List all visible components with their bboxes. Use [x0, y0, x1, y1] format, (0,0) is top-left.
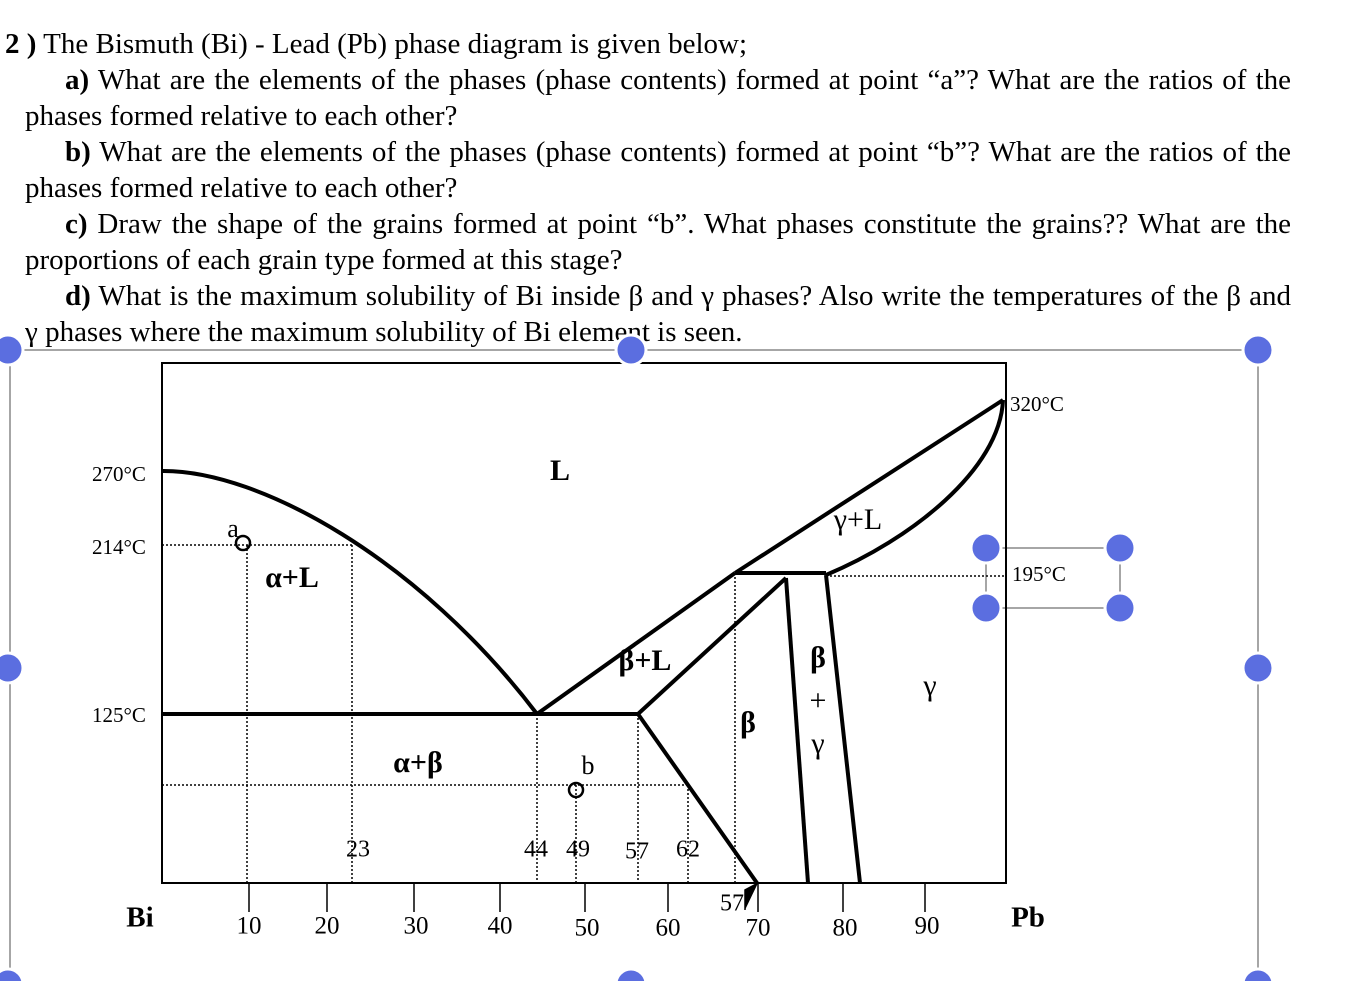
temp-label: 195°C [1012, 562, 1066, 586]
region-label: γ [922, 669, 936, 702]
point-label: b [582, 751, 595, 780]
composition-label: 57 [625, 839, 649, 865]
point-label: a [227, 514, 239, 543]
axis-label: 60 [656, 915, 681, 942]
composition-label: 49 [566, 837, 590, 863]
composition-label: 57 [720, 891, 744, 917]
part: b) What are the elements of the phases (… [5, 134, 1291, 206]
region-label: γ [810, 727, 824, 760]
element-label: Bi [126, 902, 153, 934]
handle[interactable] [614, 333, 648, 367]
element-label: Pb [1011, 902, 1045, 934]
axis-label: 90 [915, 913, 940, 940]
part-label: a) [65, 64, 90, 96]
temp-label: 320°C [1010, 392, 1064, 416]
region-label: L [550, 454, 570, 487]
point-a [234, 534, 252, 552]
axis-label: 70 [746, 915, 771, 942]
part-label: c) [65, 208, 88, 240]
part-text: What are the elements of the phases (pha… [25, 136, 1292, 204]
handle[interactable] [969, 591, 1003, 625]
handle[interactable] [1241, 651, 1275, 685]
handle[interactable] [0, 651, 25, 685]
element-labels: Bi Pb [126, 902, 1045, 934]
handle[interactable] [0, 333, 25, 367]
plot-frame [161, 362, 1007, 884]
handle[interactable] [1103, 531, 1137, 565]
region-label: β+L [619, 644, 672, 677]
temp-label: 125°C [92, 703, 146, 727]
region-label: β [810, 641, 826, 674]
part-text: What are the elements of the phases (pha… [25, 64, 1292, 132]
intro-text: The Bismuth (Bi) - Lead (Pb) phase diagr… [43, 28, 748, 60]
region-label: + [810, 684, 827, 717]
temp-label: 214°C [92, 535, 146, 559]
question-intro: 2 ) The Bismuth (Bi) - Lead (Pb) phase d… [5, 26, 1291, 62]
part-label: b) [65, 136, 91, 168]
part-label: d) [65, 280, 91, 312]
temp-label: 270°C [92, 462, 146, 486]
part-text: Draw the shape of the grains formed at p… [25, 208, 1292, 276]
composition-label: 23 [346, 837, 370, 863]
region-label: α+β [393, 746, 443, 779]
region-label: β [740, 706, 756, 739]
region-labels: L γ+L α+L β+L β + γ β γ α+β [265, 454, 937, 779]
axis-labels: 10 20 30 40 50 60 70 80 90 [237, 913, 940, 942]
composition-labels: 23 44 49 57 62 57 [346, 837, 744, 917]
axis-label: 20 [315, 913, 340, 940]
handle[interactable] [969, 531, 1003, 565]
handle[interactable] [0, 967, 25, 981]
part-text: What is the maximum solubility of Bi ins… [25, 280, 1291, 348]
axis-ticks [248, 882, 926, 912]
handle[interactable] [1241, 333, 1275, 367]
selection-handles[interactable] [0, 333, 1275, 981]
axis-label: 30 [404, 913, 429, 940]
part: d) What is the maximum solubility of Bi … [5, 278, 1291, 350]
handle[interactable] [1241, 967, 1275, 981]
axis-label: 10 [237, 913, 262, 940]
region-label: γ+L [833, 503, 883, 536]
axis-label: 50 [575, 915, 600, 942]
point-b [567, 781, 585, 799]
point-labels: a b [227, 514, 594, 780]
part: a) What are the elements of the phases (… [5, 62, 1291, 134]
axis-label: 80 [833, 915, 858, 942]
composition-label: 62 [676, 837, 700, 863]
question-number: 2 ) [5, 28, 37, 60]
phase-boundaries [161, 398, 1005, 885]
temperature-labels: 270°C 214°C 125°C 320°C 195°C [92, 392, 1066, 727]
handle[interactable] [1103, 591, 1137, 625]
axis-label: 40 [488, 913, 513, 940]
question: 2 ) The Bismuth (Bi) - Lead (Pb) phase d… [5, 26, 1291, 350]
composition-label: 44 [524, 837, 548, 863]
region-label: α+L [265, 561, 319, 594]
part: c) Draw the shape of the grains formed a… [5, 206, 1291, 278]
handle[interactable] [614, 967, 648, 981]
